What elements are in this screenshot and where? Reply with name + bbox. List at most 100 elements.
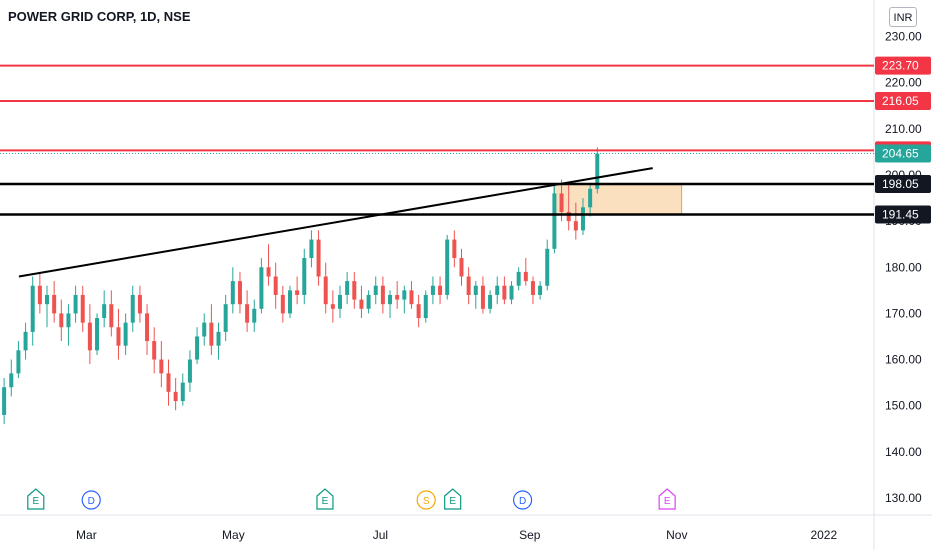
candle[interactable] [495,276,500,305]
candle[interactable] [87,304,92,365]
candle[interactable] [309,230,314,268]
candle[interactable] [380,276,385,314]
candle[interactable] [459,248,464,286]
candle[interactable] [295,276,300,305]
candle[interactable] [523,258,528,286]
candle[interactable] [438,276,443,305]
dividend-event-icon[interactable]: D [512,490,533,510]
price-label: 198.05 [875,175,931,194]
candle[interactable] [580,198,585,235]
candle[interactable] [266,244,271,286]
candle[interactable] [552,184,557,254]
candle[interactable] [245,290,250,332]
candle[interactable] [573,202,578,240]
split-event-icon[interactable]: S [416,490,436,510]
candle[interactable] [202,313,207,346]
y-tick-label: 220.00 [885,76,922,90]
x-tick-label: Mar [76,528,97,542]
candle[interactable] [352,271,357,309]
candle[interactable] [316,230,321,286]
candle[interactable] [259,258,264,314]
candle[interactable] [323,262,328,314]
candle[interactable] [80,285,85,332]
candle[interactable] [445,234,450,300]
candle[interactable] [423,290,428,323]
candle[interactable] [409,281,414,309]
candle[interactable] [538,281,543,300]
candle[interactable] [252,299,257,332]
candle[interactable] [373,276,378,305]
candle[interactable] [16,341,21,378]
candle[interactable] [180,373,185,406]
candle[interactable] [166,359,171,406]
candle[interactable] [173,377,178,411]
currency-button[interactable]: INR [889,7,917,27]
candle[interactable] [116,308,121,360]
candle[interactable] [152,327,157,374]
candle[interactable] [45,285,50,328]
candle[interactable] [2,377,7,425]
candle[interactable] [287,285,292,319]
candle[interactable] [145,304,150,355]
candle[interactable] [52,281,57,323]
candle[interactable] [395,281,400,309]
y-tick-label: 150.00 [885,399,922,413]
earnings-event-icon[interactable]: E [27,488,45,510]
candle[interactable] [480,276,485,314]
candle[interactable] [473,281,478,309]
candle[interactable] [595,147,600,194]
candle[interactable] [137,285,142,323]
candle[interactable] [416,294,421,328]
candle[interactable] [130,285,135,332]
svg-text:223.70: 223.70 [882,59,919,73]
candle[interactable] [359,285,364,319]
consolidation-zone[interactable] [553,183,683,215]
candle[interactable] [345,271,350,305]
candle[interactable] [366,290,371,314]
candle[interactable] [123,313,128,355]
candle[interactable] [195,327,200,365]
candle[interactable] [452,230,457,268]
earnings-event-icon[interactable]: E [444,488,462,510]
candle[interactable] [9,359,14,397]
candle[interactable] [566,184,571,231]
earnings-event-icon[interactable]: E [658,488,676,510]
candle[interactable] [588,184,593,217]
candle[interactable] [216,322,221,360]
earnings-event-icon[interactable]: E [316,488,334,510]
candle[interactable] [338,285,343,319]
candle[interactable] [95,313,100,355]
candle[interactable] [388,290,393,319]
candle[interactable] [30,276,35,346]
candle[interactable] [488,290,493,314]
candle[interactable] [66,304,71,346]
candle[interactable] [59,299,64,342]
candle[interactable] [23,322,28,360]
candle[interactable] [516,267,521,291]
candle[interactable] [466,267,471,305]
candle[interactable] [330,290,335,323]
candle[interactable] [545,239,550,291]
candle[interactable] [280,285,285,323]
candle[interactable] [237,271,242,314]
candle[interactable] [37,271,42,314]
candle[interactable] [402,285,407,314]
candle[interactable] [273,262,278,309]
candle[interactable] [209,304,214,355]
candle[interactable] [109,290,114,337]
candle[interactable] [509,281,514,305]
x-tick-label: Nov [666,528,687,542]
candle[interactable] [302,248,307,305]
candle[interactable] [159,341,164,388]
trendline[interactable] [18,167,653,278]
candle[interactable] [223,294,228,342]
candle[interactable] [187,350,192,392]
candle[interactable] [502,276,507,305]
dividend-event-icon[interactable]: D [81,490,101,510]
candle[interactable] [430,276,435,305]
candle[interactable] [73,285,78,323]
candle[interactable] [530,276,535,305]
candle[interactable] [230,267,235,314]
candle[interactable] [102,290,107,328]
